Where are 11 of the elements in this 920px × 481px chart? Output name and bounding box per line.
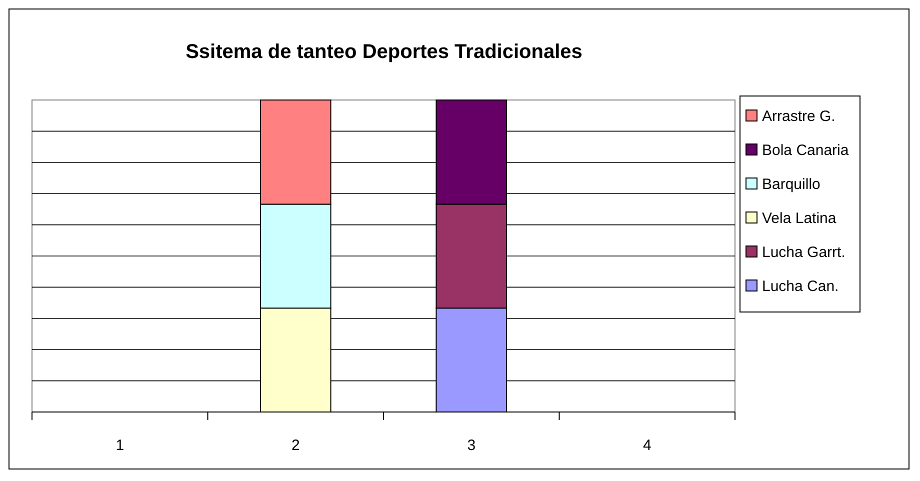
legend-label: Vela Latina	[762, 210, 837, 227]
legend-label: Barquillo	[762, 176, 820, 193]
x-tick-label: 4	[642, 437, 652, 454]
legend-label: Lucha Garrt.	[762, 244, 846, 261]
x-tick-label: 3	[467, 437, 476, 454]
legend-label: Arrastre G.	[762, 108, 836, 125]
legend-label: Lucha Can.	[762, 278, 839, 295]
chart-title: Ssitema de tanteo Deportes Tradicionales	[186, 41, 582, 63]
x-tick-label: 2	[291, 437, 300, 454]
x-tick-label: 1	[116, 437, 124, 454]
legend-label: Bola Canaria	[762, 142, 850, 159]
